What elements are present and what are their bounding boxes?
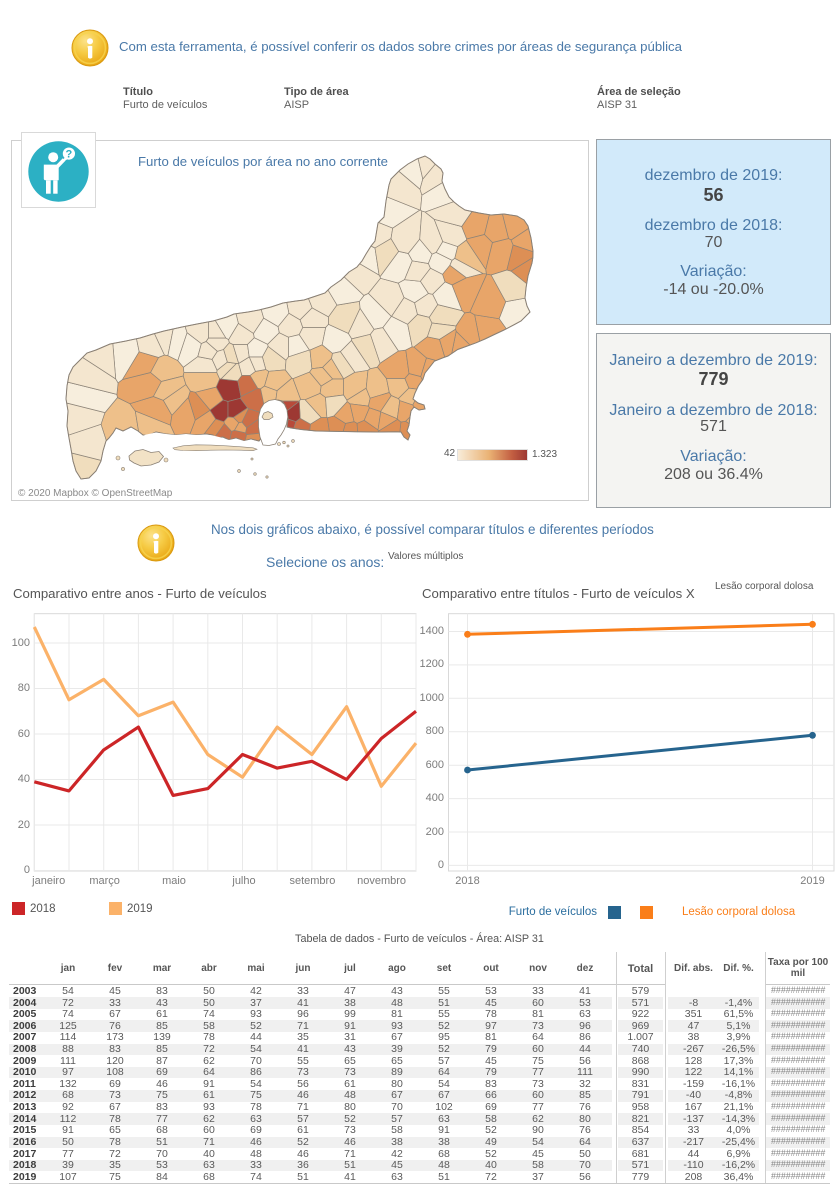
svg-text:?: ? [66,149,73,161]
